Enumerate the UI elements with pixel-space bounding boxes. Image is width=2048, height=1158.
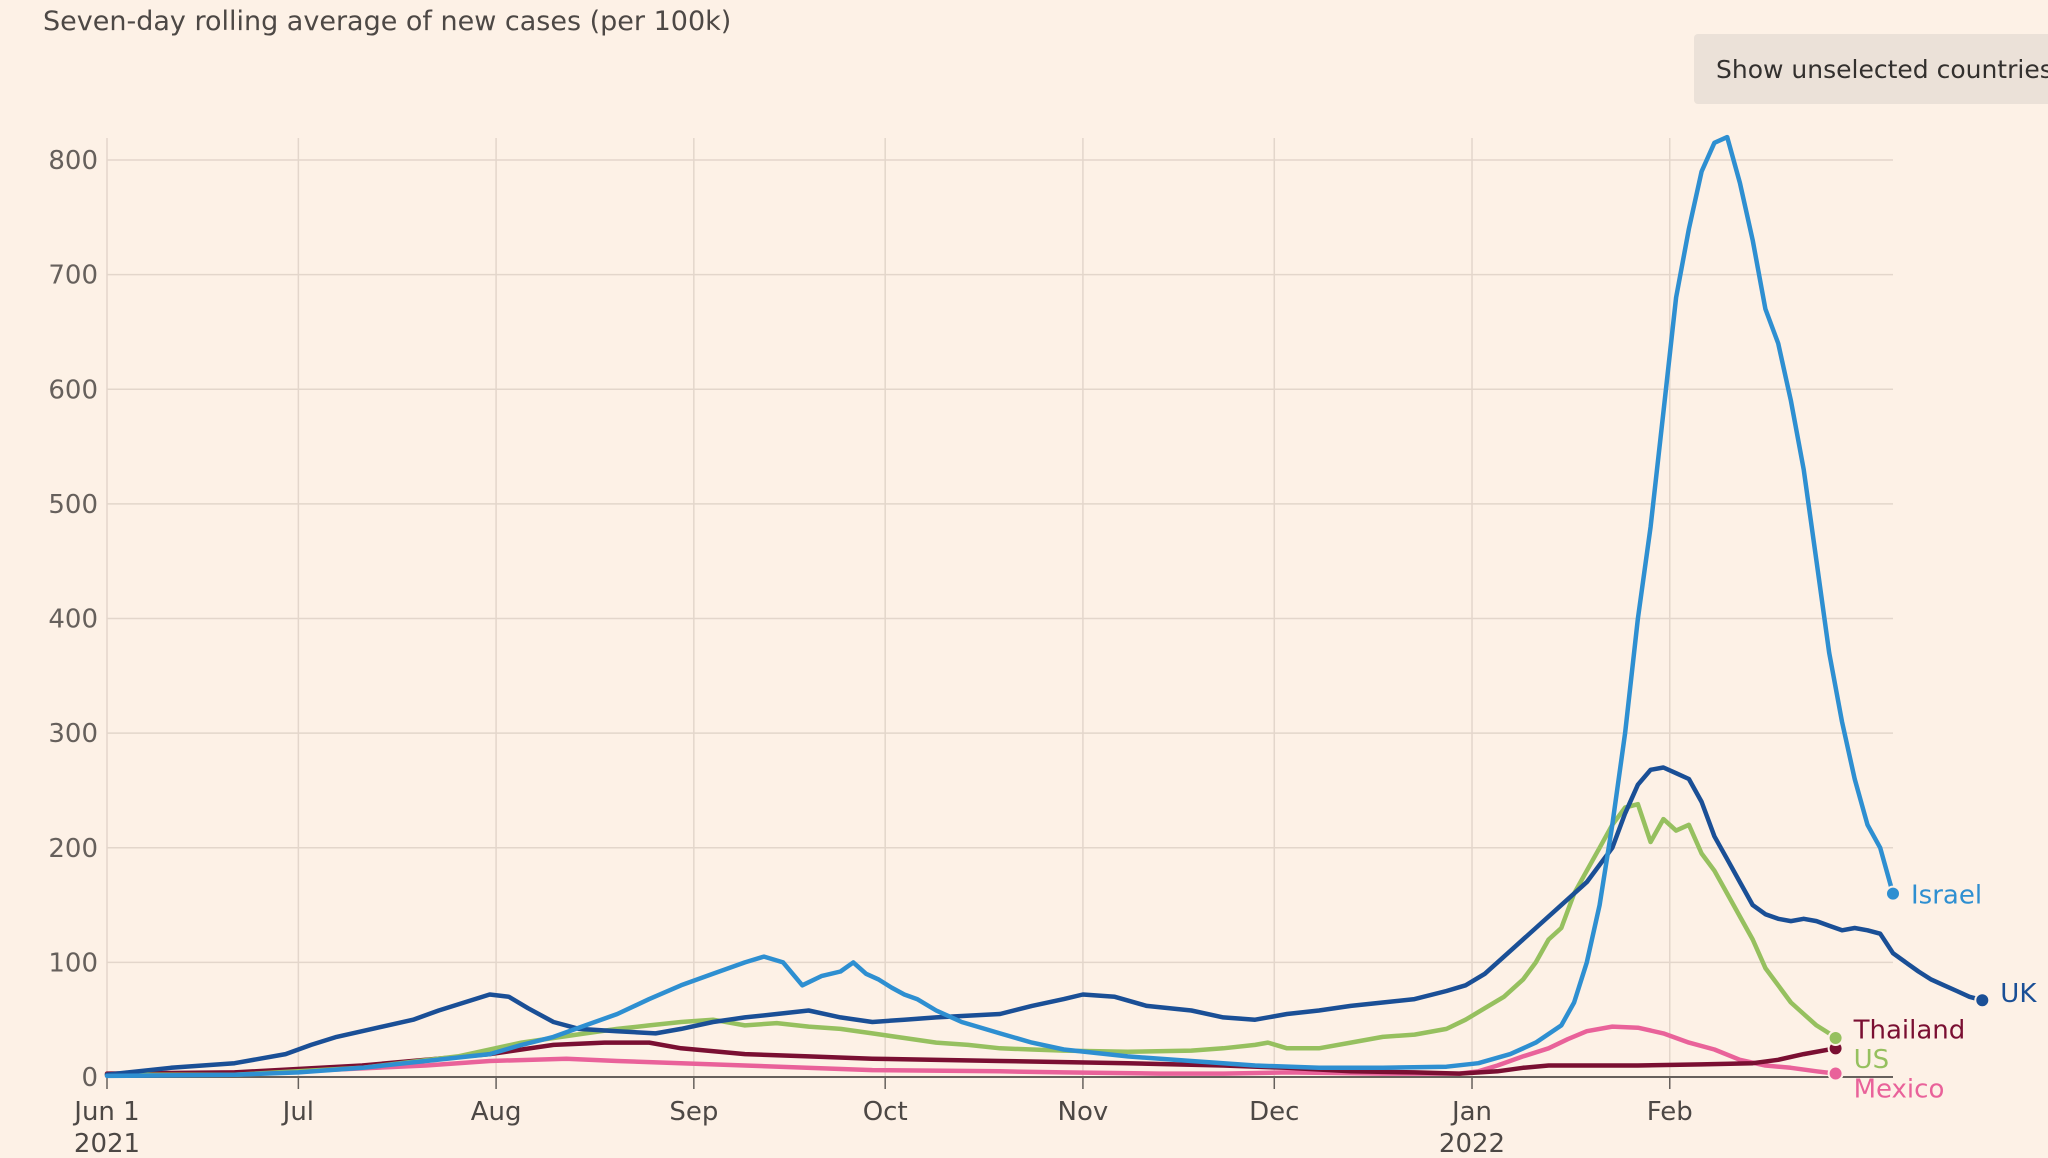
show-unselected-label: Show unselected countries/blocs [1716,54,2048,84]
x-tick-label: Feb [1647,1097,1693,1127]
y-tick-label: 500 [48,490,98,520]
series-lines [104,134,1991,1082]
x-tick-label: Aug [471,1097,522,1127]
series-line-israel [104,134,1896,1079]
x-tick-label: Oct [863,1097,908,1127]
series-line-uk [104,765,1985,1077]
series-endpoint-mexico [1827,1065,1844,1082]
x-tick-label: Jul [281,1097,314,1127]
y-tick-label: 100 [48,948,98,978]
x-gridlines [106,138,1893,1089]
series-endpoint-us [1827,1030,1844,1047]
series-endpoint-uk [1974,992,1991,1009]
y-tick-label: 0 [81,1063,98,1093]
y-gridlines [107,159,1893,1078]
y-tick-label: 300 [48,719,98,749]
y-axis-ticks: 0 100 200 300 400 500 600 700 800 [48,146,98,1093]
x-tick-label: Jan [1450,1097,1492,1127]
series-label-us: US [1854,1045,1890,1075]
y-tick-label: 800 [48,146,98,176]
x-tick-year-label: 2021 [74,1129,140,1158]
series-label-mexico: Mexico [1854,1075,1945,1105]
series-label-thailand: Thailand [1853,1015,1966,1045]
x-tick-label: Jun 1 [72,1097,139,1127]
series-endpoint-israel [1885,885,1901,902]
x-tick-label: Nov [1058,1097,1109,1127]
chart-title: Seven-day rolling average of new cases (… [43,6,732,37]
y-tick-label: 400 [48,605,98,635]
series-label-uk: UK [2000,979,2037,1009]
series-label-israel: Israel [1911,881,1982,911]
y-tick-label: 200 [48,834,98,864]
show-unselected-button[interactable]: Show unselected countries/blocs [1694,34,2048,104]
x-tick-year-label: 2022 [1439,1129,1505,1158]
y-tick-label: 700 [48,261,98,291]
y-tick-label: 600 [48,375,98,405]
x-tick-label: Sep [669,1097,718,1127]
series-line-us [104,801,1838,1077]
x-tick-label: Dec [1249,1097,1299,1127]
